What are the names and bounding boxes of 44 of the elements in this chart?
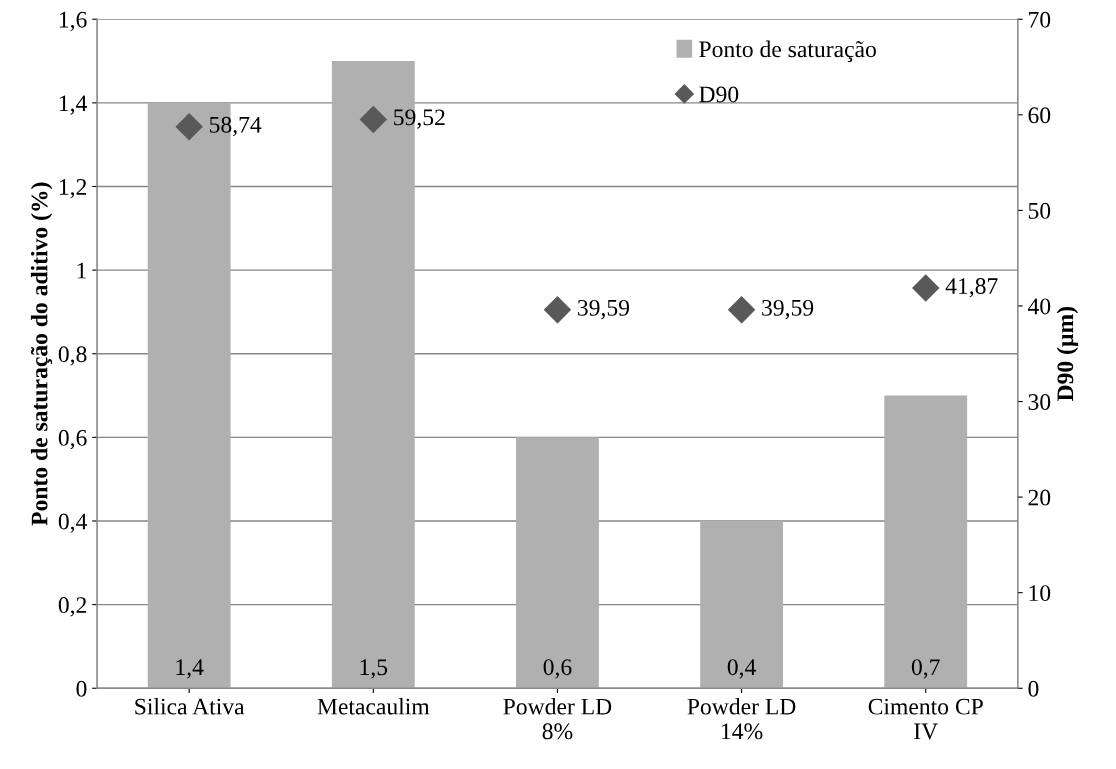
y2-tick-label: 20 <box>1028 489 1051 506</box>
x-tick-label: Powder LD 8% <box>503 697 612 740</box>
point <box>175 113 203 141</box>
y-tick-label: 1 <box>77 262 86 279</box>
y2-tick-label: 60 <box>1028 107 1051 124</box>
y2-tick-label: 10 <box>1029 585 1051 602</box>
bar <box>884 395 968 689</box>
y2-tick-label: 70 <box>1029 11 1051 28</box>
legend-label: Ponto de saturação <box>699 40 876 63</box>
y-tick-label: 0,6 <box>58 429 87 450</box>
y-axis-title: Ponto de saturação do aditivo (%) <box>30 182 53 526</box>
data-label: 0,4 <box>727 659 756 679</box>
data-label: 39,59 <box>762 299 814 320</box>
y-tick-label: 1,4 <box>59 95 87 115</box>
data-label: 41,87 <box>945 278 998 298</box>
point <box>912 274 940 302</box>
y2-tick-label: 0 <box>1028 680 1039 697</box>
y-tick-label: 0,8 <box>58 346 87 366</box>
y2-tick-label: 30 <box>1028 394 1051 410</box>
point <box>359 105 387 133</box>
data-label: 39,59 <box>578 299 630 320</box>
y-tick-label: 1,6 <box>59 11 87 32</box>
point <box>543 296 571 324</box>
y2-axis-title: D90 (µm) <box>1056 307 1079 402</box>
data-label: 1,4 <box>176 659 204 679</box>
y2-tick-label: 50 <box>1028 202 1051 219</box>
bar <box>516 437 599 689</box>
x-tick-label: Silica Ativa <box>135 697 245 715</box>
data-label: 0,7 <box>911 659 940 679</box>
y-tick-label: 0,4 <box>58 513 87 533</box>
legend-label: D90 <box>699 86 739 103</box>
y-tick-label: 0,2 <box>58 597 87 617</box>
x-tick-label: Cimento CP IV <box>868 698 983 740</box>
data-label: 0,6 <box>543 659 572 679</box>
x-tick-label: Powder LD 14% <box>687 697 796 740</box>
x-tick-label: Metacaulim <box>317 697 430 715</box>
y-tick-label: 1,2 <box>59 179 87 199</box>
point <box>728 296 756 324</box>
data-label: 1,5 <box>360 659 388 679</box>
bar <box>700 521 784 689</box>
data-label: 58,74 <box>209 116 262 137</box>
y-tick-label: 0 <box>76 680 87 697</box>
y2-tick-label: 40 <box>1027 298 1051 315</box>
data-label: 59,52 <box>394 109 445 129</box>
